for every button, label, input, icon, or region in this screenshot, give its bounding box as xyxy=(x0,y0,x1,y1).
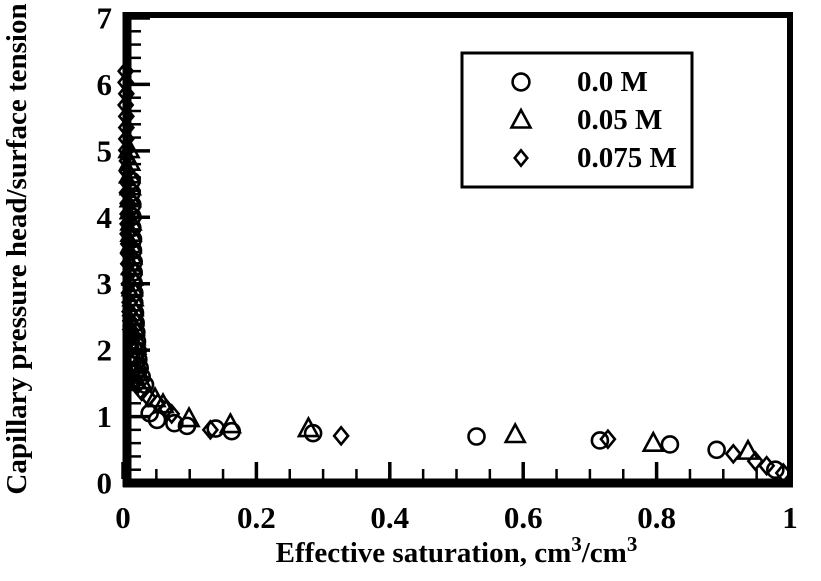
data-point-diamond xyxy=(120,273,138,295)
data-point-diamond xyxy=(119,253,137,275)
data-point-circle xyxy=(707,440,726,460)
data-point-triangle xyxy=(736,438,760,460)
data-point-diamond xyxy=(332,425,350,447)
y-tick-label: 7 xyxy=(97,1,113,36)
data-point-diamond xyxy=(201,419,220,441)
legend-marker-diamond xyxy=(513,148,529,168)
x-tick-label: 0.2 xyxy=(237,500,276,535)
x-tick-label: 0.6 xyxy=(504,500,543,535)
legend-label: 0.0 M xyxy=(577,66,648,98)
data-point-diamond xyxy=(599,428,617,450)
data-point-diamond xyxy=(149,392,167,414)
data-point-diamond xyxy=(746,450,764,472)
data-point-diamond xyxy=(117,83,135,105)
data-point-triangle xyxy=(117,162,142,184)
data-point-circle xyxy=(766,460,785,480)
data-point-circle xyxy=(590,431,610,450)
data-point-diamond xyxy=(120,263,138,285)
x-tick-label: 0.8 xyxy=(637,500,676,535)
data-point-diamond xyxy=(117,94,135,116)
data-point-diamond xyxy=(119,213,137,235)
data-point-diamond xyxy=(118,160,136,183)
data-point-diamond xyxy=(117,71,135,93)
data-point-diamond xyxy=(119,223,137,245)
data-point-diamond xyxy=(118,182,136,204)
data-point-diamond xyxy=(119,192,137,214)
data-point-diamond xyxy=(118,171,136,193)
legend-label: 0.05 M xyxy=(577,104,662,136)
data-point-diamond xyxy=(117,139,135,161)
y-tick-label: 4 xyxy=(97,200,113,235)
legend-marker-triangle xyxy=(509,107,533,129)
data-point-diamond xyxy=(119,233,137,255)
y-axis-title: Capillary pressure head/surface tension xyxy=(1,3,33,494)
legend-marker-circle xyxy=(511,72,531,92)
data-point-triangle xyxy=(503,421,527,444)
data-point-diamond xyxy=(758,455,776,477)
x-axis-title: Effective saturation, cm3/cm3 xyxy=(276,532,638,569)
data-point-diamond xyxy=(774,462,792,484)
data-point-circle xyxy=(660,435,680,454)
y-tick-label: 1 xyxy=(97,399,113,434)
legend-label: 0.075 M xyxy=(577,142,677,174)
data-point-diamond xyxy=(120,282,138,304)
data-point-diamond xyxy=(118,150,136,172)
y-tick-label: 5 xyxy=(97,133,113,168)
x-tick-label: 0 xyxy=(115,500,131,535)
data-point-diamond xyxy=(117,60,135,82)
y-tick-label: 6 xyxy=(97,67,113,102)
data-point-circle xyxy=(467,427,486,446)
x-tick-label: 1 xyxy=(782,500,798,535)
data-point-diamond xyxy=(126,368,144,390)
data-point-triangle xyxy=(177,405,201,428)
y-tick-label: 3 xyxy=(97,266,113,301)
x-tick-label: 0.4 xyxy=(370,500,409,535)
data-point-diamond xyxy=(724,443,742,465)
data-point-diamond xyxy=(117,128,135,150)
data-point-diamond xyxy=(119,243,137,265)
data-point-diamond xyxy=(139,386,157,408)
data-point-diamond xyxy=(117,117,135,139)
data-point-triangle xyxy=(119,243,144,265)
data-point-diamond xyxy=(163,403,181,425)
data-point-triangle xyxy=(119,253,144,276)
data-point-diamond xyxy=(117,105,135,127)
data-point-diamond xyxy=(119,203,137,225)
data-point-diamond xyxy=(133,380,151,402)
y-tick-label: 2 xyxy=(97,333,113,368)
data-point-triangle xyxy=(641,430,665,452)
legend-box xyxy=(460,51,694,189)
data-point-triangle xyxy=(296,415,321,438)
data-point-diamond xyxy=(121,291,139,313)
y-tick-label: 0 xyxy=(97,466,113,501)
data-point-triangle xyxy=(218,411,243,434)
